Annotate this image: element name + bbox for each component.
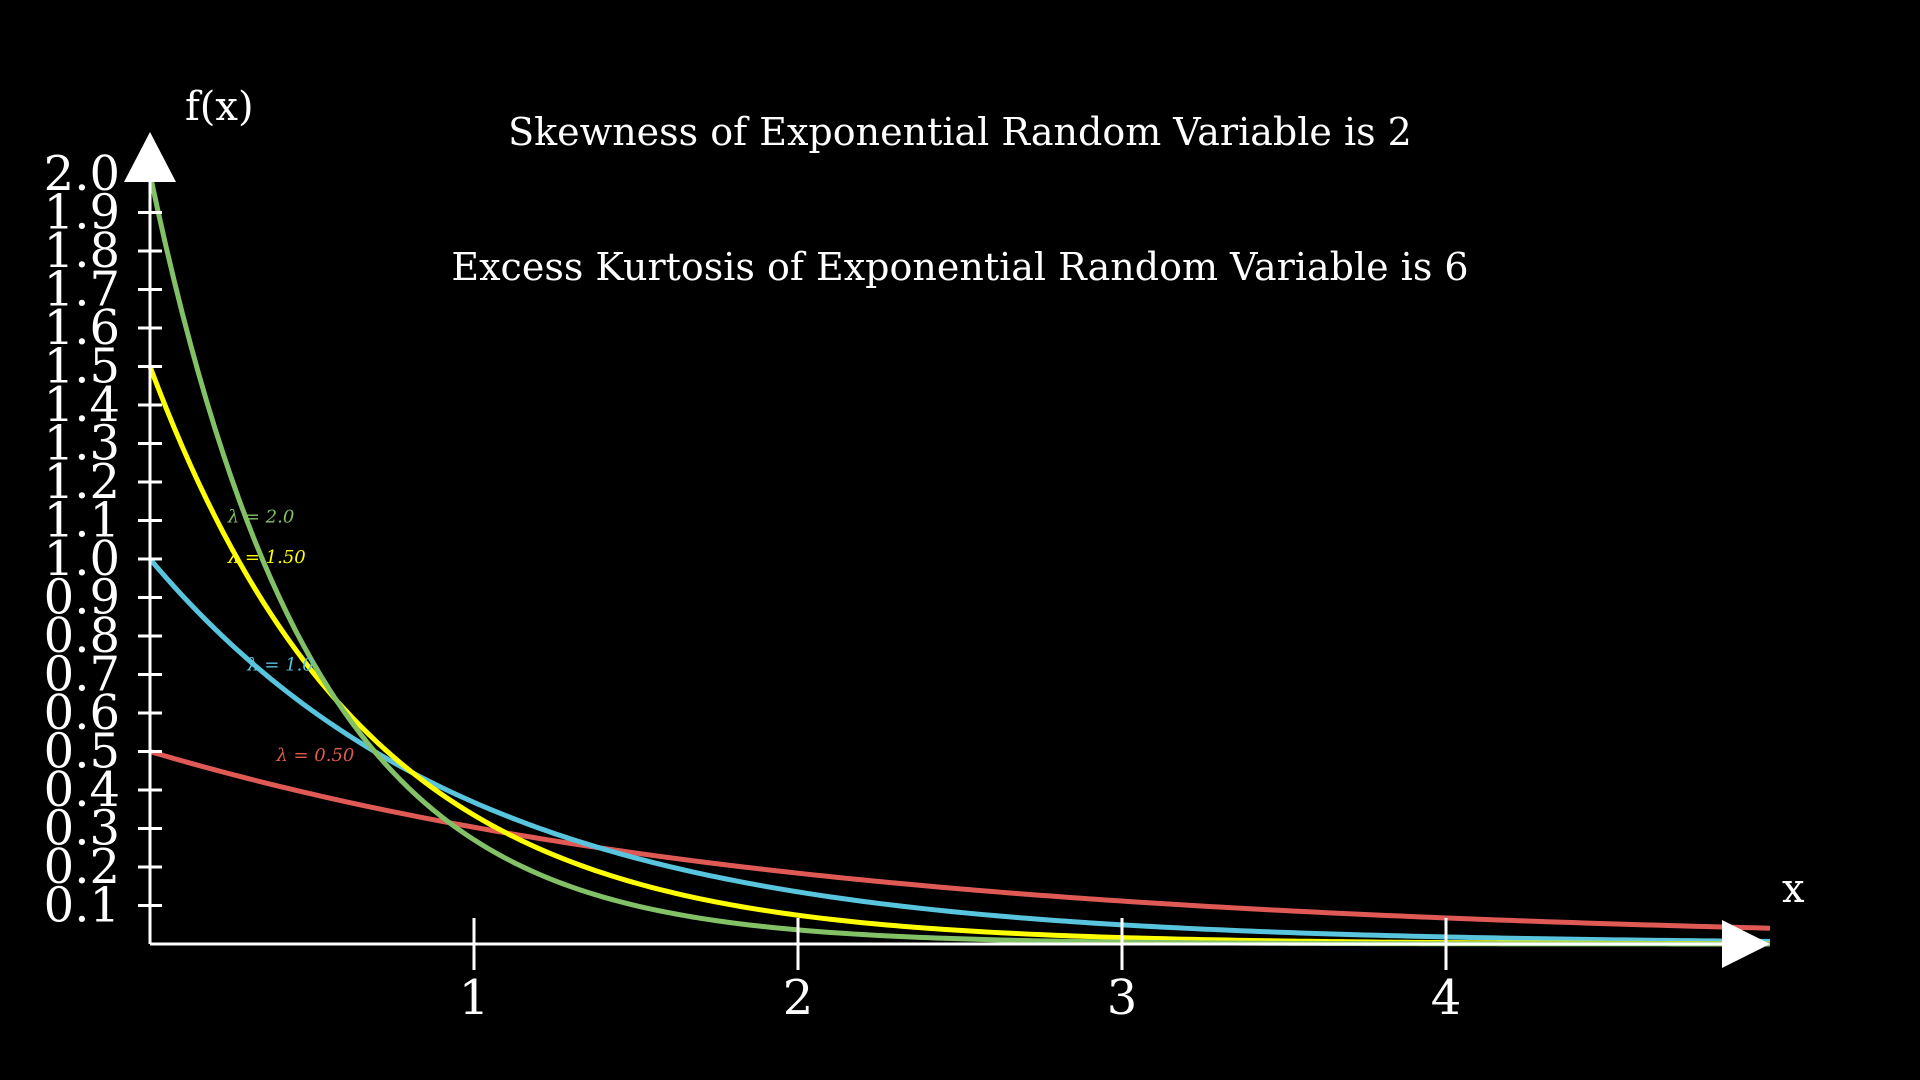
curve-label-lambda-1-5: λ = 1.50 bbox=[227, 547, 306, 568]
curves-group bbox=[147, 173, 1771, 947]
curve-labels-group: λ = 0.50 λ = 1.0 λ = 1.50 λ = 2.0 bbox=[227, 506, 355, 766]
y-tick-label: 1.0 bbox=[44, 531, 120, 587]
x-tick-label: 1 bbox=[459, 970, 490, 1026]
curve-lambda-2 bbox=[147, 173, 1771, 947]
chart-title-skewness: Skewness of Exponential Random Variable … bbox=[508, 110, 1412, 154]
y-tick-label: 0.2 bbox=[44, 839, 120, 895]
y-axis-label: f(x) bbox=[185, 84, 254, 130]
y-tick-label: 0.8 bbox=[44, 608, 120, 664]
x-axis-label: x bbox=[1782, 866, 1805, 912]
axes-group bbox=[124, 132, 1770, 968]
chart-title-kurtosis: Excess Kurtosis of Exponential Random Va… bbox=[451, 245, 1468, 289]
x-axis-arrowhead bbox=[1722, 920, 1770, 968]
y-tick-label: 1.2 bbox=[44, 454, 120, 510]
curve-label-lambda-1: λ = 1.0 bbox=[246, 655, 314, 676]
y-tick-label: 0.4 bbox=[44, 762, 120, 818]
curve-label-lambda-2: λ = 2.0 bbox=[227, 506, 295, 527]
x-tick-label: 2 bbox=[783, 970, 814, 1026]
y-tick-label: 1.6 bbox=[44, 300, 120, 356]
y-tick-label: 2.0 bbox=[44, 146, 120, 202]
y-tick-label: 0.3 bbox=[44, 801, 120, 857]
x-tick-label: 3 bbox=[1107, 970, 1138, 1026]
y-tick-label: 1.3 bbox=[44, 416, 120, 472]
y-tick-label: 0.5 bbox=[44, 724, 120, 780]
y-tick-label: 0.9 bbox=[44, 570, 120, 626]
curve-lambda-1 bbox=[148, 557, 1771, 944]
y-tick-label: 1.4 bbox=[44, 377, 120, 433]
y-tick-label: 0.6 bbox=[44, 685, 120, 741]
y-tick-label: 1.1 bbox=[44, 493, 120, 549]
y-tick-label: 0.7 bbox=[44, 647, 120, 703]
y-axis-arrowhead bbox=[124, 132, 176, 182]
y-tick-label: 1.7 bbox=[44, 262, 120, 318]
curve-label-lambda-0-5: λ = 0.50 bbox=[275, 745, 354, 766]
y-tick-label: 0.1 bbox=[44, 878, 120, 934]
y-tick-label: 1.5 bbox=[44, 339, 120, 395]
ticks-group: 1 2 3 4 0.10.20.30.40.50.60.70.80.91.01.11.2… bbox=[44, 146, 1462, 1026]
y-tick-label: 1.9 bbox=[44, 185, 120, 241]
y-tick-label: 1.8 bbox=[44, 223, 120, 279]
x-tick-label: 4 bbox=[1431, 970, 1462, 1026]
curve-lambda-1-5 bbox=[147, 365, 1771, 947]
curve-lambda-0-5 bbox=[149, 749, 1771, 931]
